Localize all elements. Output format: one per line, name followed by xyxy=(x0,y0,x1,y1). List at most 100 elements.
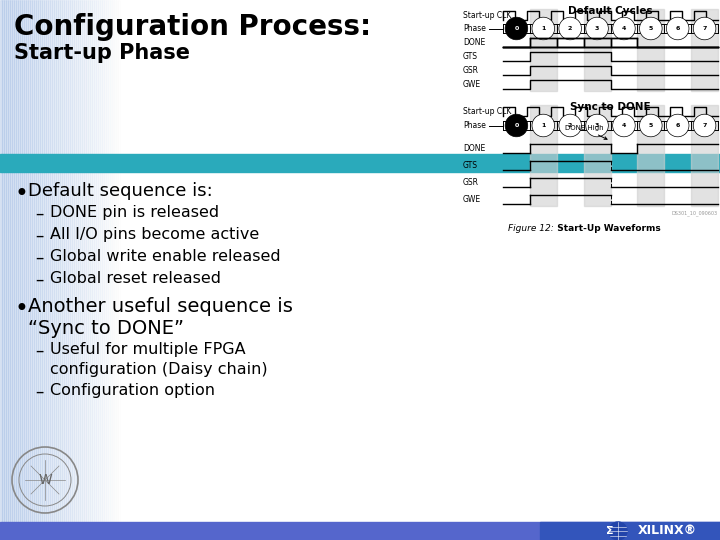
Bar xyxy=(46,0,48,540)
Bar xyxy=(0,0,2,540)
Bar xyxy=(42,0,44,540)
Bar xyxy=(62,0,64,540)
Text: DONE: DONE xyxy=(463,144,485,153)
Text: Figure 12:: Figure 12: xyxy=(508,224,554,233)
Bar xyxy=(84,0,86,540)
Circle shape xyxy=(609,522,627,540)
Text: GTS: GTS xyxy=(463,52,478,61)
Bar xyxy=(584,105,611,206)
Bar xyxy=(28,0,30,540)
Bar xyxy=(34,0,36,540)
Text: 5: 5 xyxy=(649,123,653,128)
Bar xyxy=(58,0,60,540)
Bar xyxy=(8,0,10,540)
Bar xyxy=(18,0,20,540)
Bar xyxy=(4,0,6,540)
Bar xyxy=(66,0,68,540)
Text: –: – xyxy=(35,205,43,223)
Bar xyxy=(540,522,720,540)
Bar xyxy=(118,0,120,540)
Text: 5: 5 xyxy=(649,26,653,31)
Bar xyxy=(104,0,106,540)
Bar xyxy=(114,0,116,540)
Text: Another useful sequence is: Another useful sequence is xyxy=(28,297,293,316)
Bar xyxy=(6,0,8,540)
Circle shape xyxy=(693,114,716,137)
Text: 6: 6 xyxy=(675,26,680,31)
Circle shape xyxy=(586,114,608,137)
Text: DONE High: DONE High xyxy=(564,125,607,139)
Text: Configuration option: Configuration option xyxy=(50,383,215,398)
Text: 4: 4 xyxy=(622,26,626,31)
Text: –: – xyxy=(35,383,43,401)
Text: 7: 7 xyxy=(703,26,707,31)
Bar xyxy=(92,0,94,540)
Text: 7: 7 xyxy=(703,123,707,128)
Circle shape xyxy=(639,17,662,40)
Bar xyxy=(98,0,100,540)
Text: GWE: GWE xyxy=(463,195,481,204)
Text: –: – xyxy=(35,227,43,245)
Bar xyxy=(80,0,82,540)
Bar xyxy=(76,0,78,540)
Bar xyxy=(70,0,72,540)
Bar xyxy=(72,0,74,540)
Bar xyxy=(60,0,62,540)
Text: –: – xyxy=(35,271,43,289)
Text: Start-up CLK: Start-up CLK xyxy=(463,107,511,116)
Bar xyxy=(54,0,56,540)
Text: 4: 4 xyxy=(622,123,626,128)
Bar xyxy=(20,0,22,540)
Bar xyxy=(26,0,28,540)
Text: DONE: DONE xyxy=(463,38,485,47)
Bar xyxy=(108,0,110,540)
Bar xyxy=(94,0,96,540)
Text: Default sequence is:: Default sequence is: xyxy=(28,182,212,200)
Text: 1: 1 xyxy=(541,123,546,128)
Bar xyxy=(68,0,70,540)
Bar xyxy=(530,105,557,206)
Text: Global write enable released: Global write enable released xyxy=(50,249,281,264)
Text: configuration (Daisy chain): configuration (Daisy chain) xyxy=(50,362,268,377)
Text: GWE: GWE xyxy=(463,80,481,89)
Text: Start-up Phase: Start-up Phase xyxy=(14,43,190,63)
Text: •: • xyxy=(14,182,28,206)
Text: –: – xyxy=(35,342,43,360)
Bar xyxy=(56,0,58,540)
Bar xyxy=(12,0,14,540)
Bar xyxy=(22,0,24,540)
Circle shape xyxy=(586,17,608,40)
Text: 2: 2 xyxy=(568,26,572,31)
Bar xyxy=(50,0,52,540)
Bar xyxy=(106,0,108,540)
Text: 3: 3 xyxy=(595,123,599,128)
Text: Sync to DONE: Sync to DONE xyxy=(570,102,651,112)
Text: GSR: GSR xyxy=(463,66,479,75)
Bar xyxy=(0,154,720,172)
Text: GTS: GTS xyxy=(463,161,478,170)
Bar xyxy=(0,522,720,540)
Bar xyxy=(691,9,718,91)
Text: 2: 2 xyxy=(568,123,572,128)
Bar xyxy=(637,9,665,91)
Circle shape xyxy=(639,114,662,137)
Text: Global reset released: Global reset released xyxy=(50,271,221,286)
Text: Σ: Σ xyxy=(606,526,614,536)
Text: 1: 1 xyxy=(541,26,546,31)
Text: Phase: Phase xyxy=(463,121,486,130)
Bar xyxy=(74,0,76,540)
Bar xyxy=(2,0,4,540)
Bar xyxy=(14,0,16,540)
Text: Configuration Process:: Configuration Process: xyxy=(14,13,371,41)
Circle shape xyxy=(532,114,554,137)
Bar xyxy=(86,0,88,540)
Bar xyxy=(30,0,32,540)
Bar xyxy=(10,0,12,540)
Circle shape xyxy=(559,17,582,40)
Text: Phase: Phase xyxy=(463,24,486,33)
Bar xyxy=(96,0,98,540)
Bar xyxy=(460,0,720,522)
Bar xyxy=(100,0,102,540)
Text: 3: 3 xyxy=(595,26,599,31)
Circle shape xyxy=(667,17,689,40)
